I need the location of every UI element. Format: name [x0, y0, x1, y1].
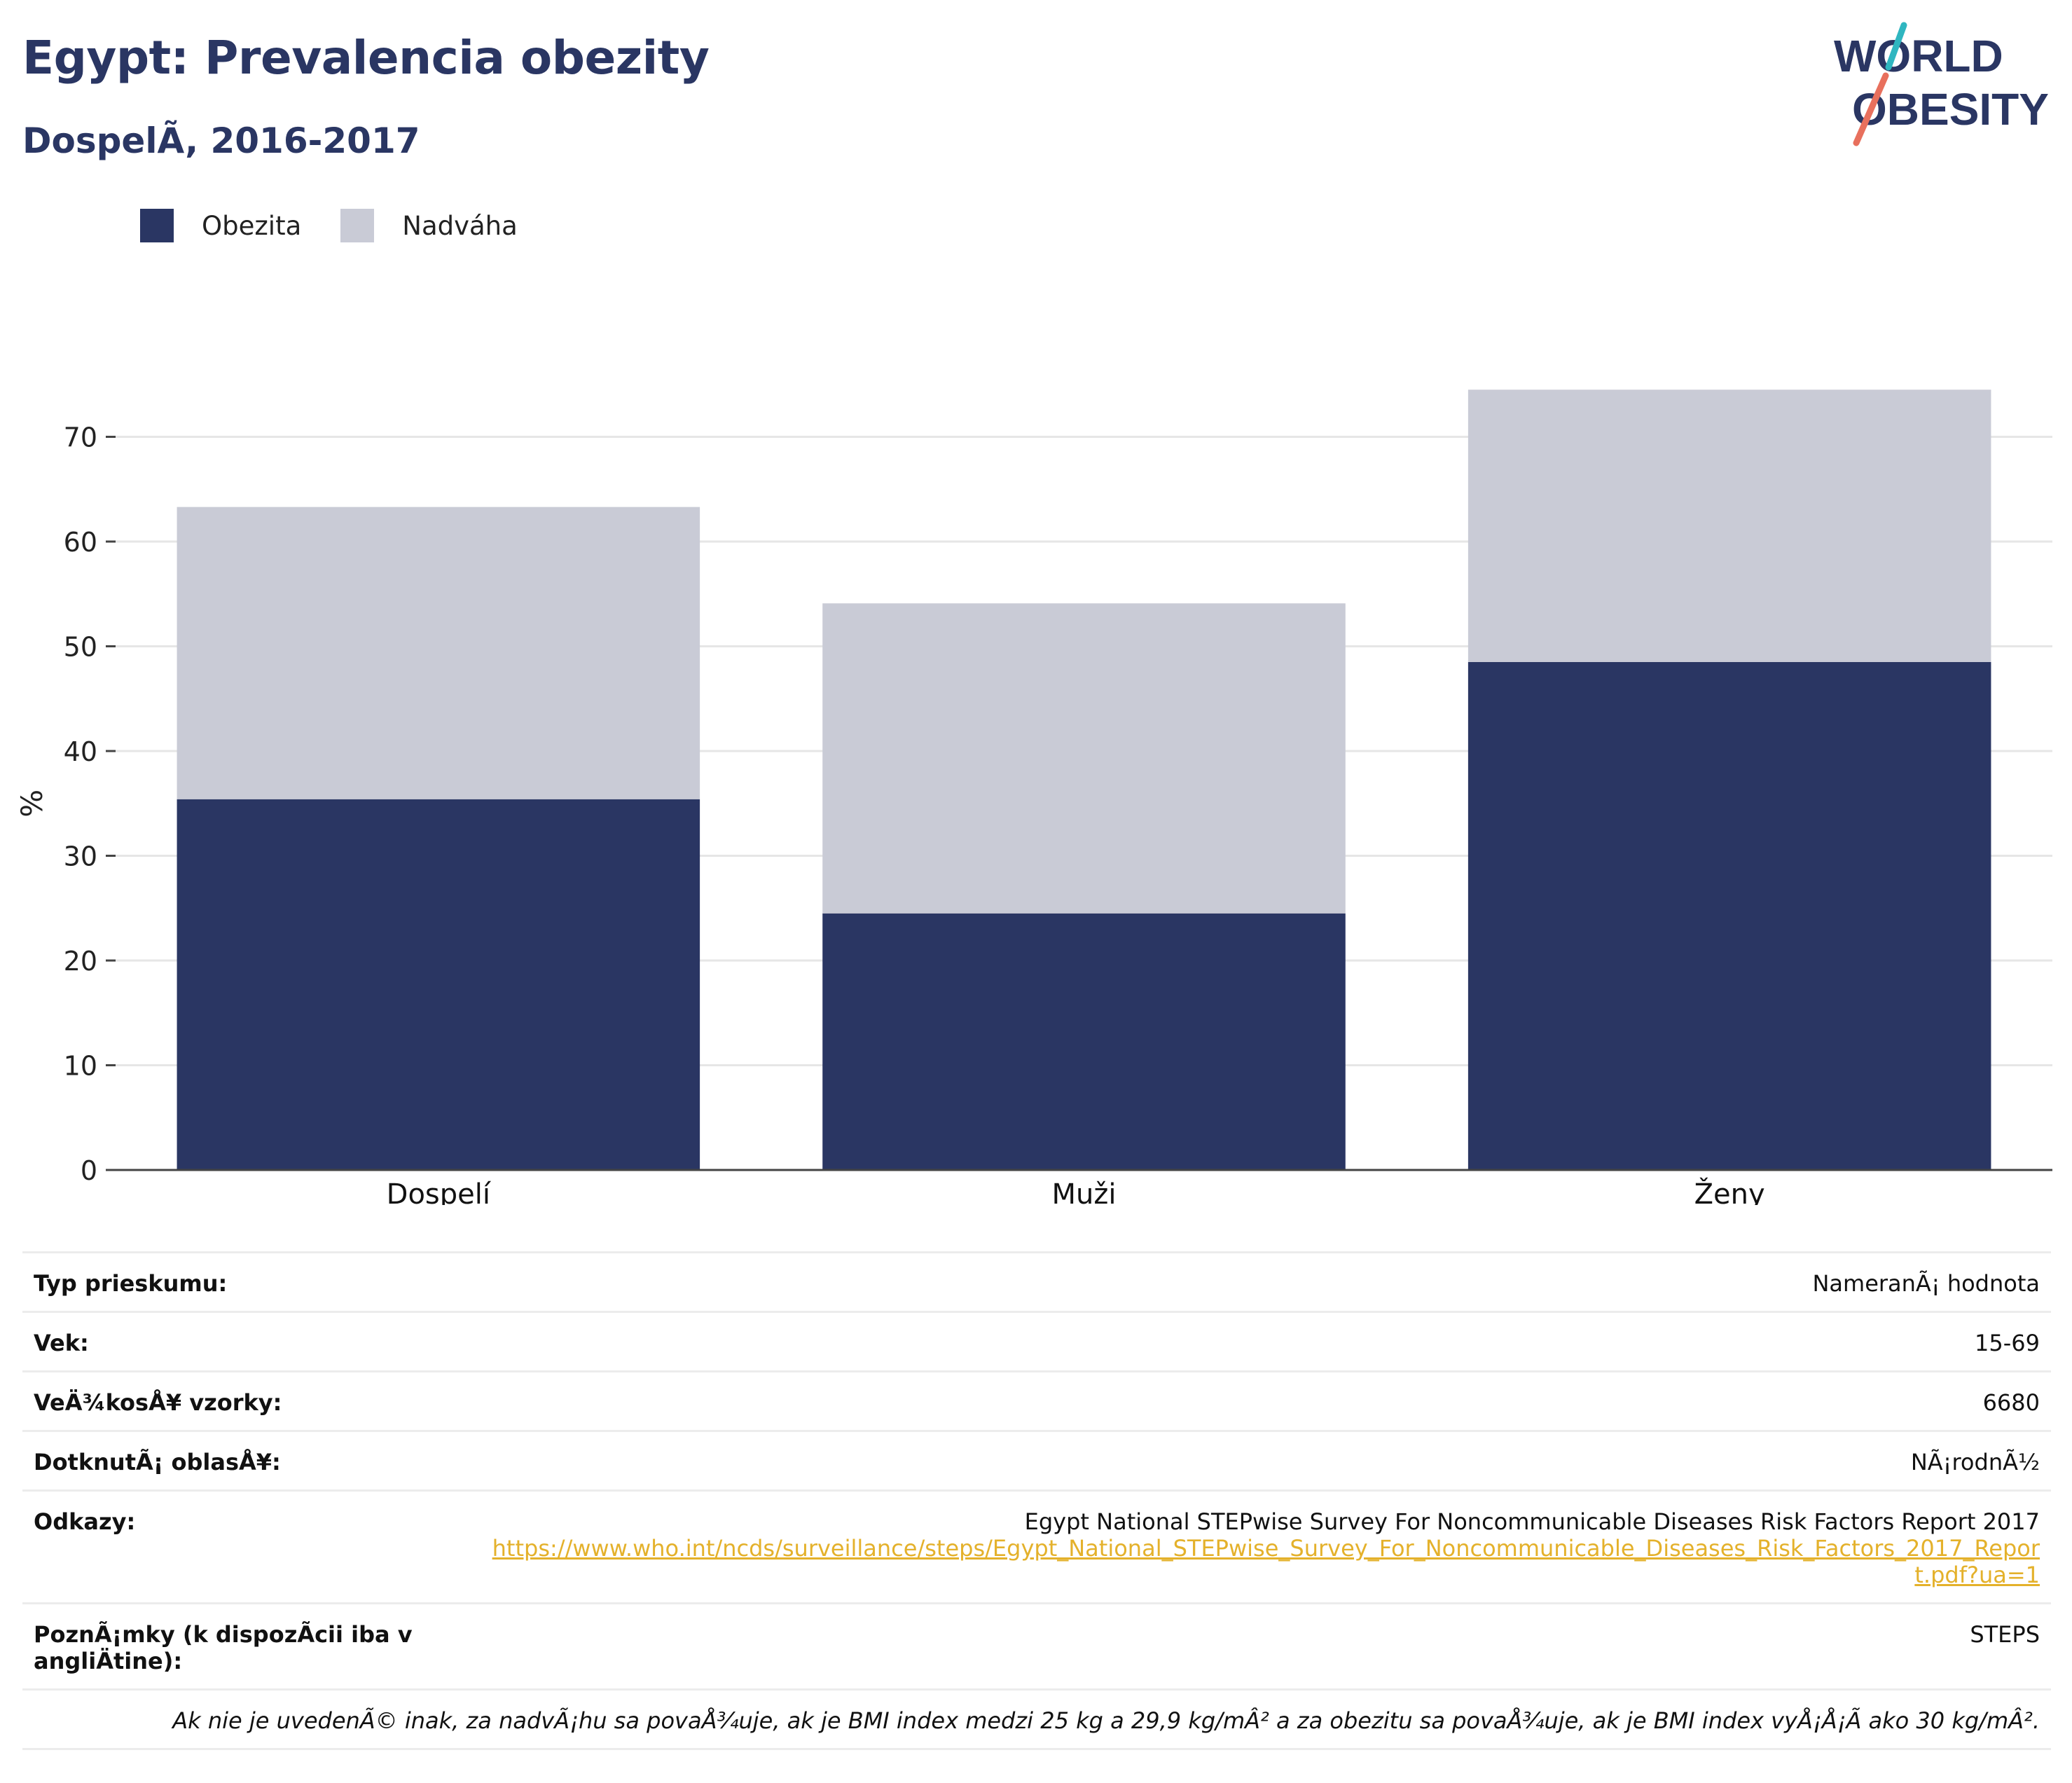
- notes-label: PoznÃ¡mky (k dispozÃcii iba v angliÄtine…: [22, 1602, 479, 1690]
- bar-obesity: [177, 799, 700, 1170]
- sample-size-value: 6680: [479, 1370, 2051, 1431]
- chart-legend: Obezita Nadváha: [140, 207, 557, 244]
- definition-note: Ak nie je uvedenÃ© inak, za nadvÃ¡hu sa …: [22, 1688, 2051, 1750]
- bar-overweight: [822, 603, 1346, 914]
- logo-line-2: OBESITY: [1852, 84, 2049, 135]
- table-row: Odkazy: Egypt National STEPwise Survey F…: [22, 1489, 2051, 1604]
- y-tick-label: 50: [64, 632, 97, 663]
- chart-title: Egypt: Prevalencia obezity: [22, 31, 710, 85]
- bar-obesity: [822, 913, 1346, 1170]
- legend-label-obesity: Obezita: [202, 210, 302, 241]
- table-row: Ak nie je uvedenÃ© inak, za nadvÃ¡hu sa …: [22, 1688, 2051, 1750]
- y-axis-label: %: [15, 790, 49, 818]
- x-tick-label: Dospelí: [387, 1178, 492, 1205]
- x-tick-label: Ženy: [1694, 1177, 1765, 1205]
- y-tick-label: 30: [64, 841, 97, 872]
- bar-overweight: [1467, 390, 1991, 662]
- area-value: NÃ¡rodnÃ½: [479, 1430, 2051, 1491]
- bar-obesity: [1467, 661, 1991, 1170]
- legend-item-obesity[interactable]: Obezita: [140, 209, 301, 242]
- reference-link[interactable]: https://www.who.int/ncds/surveillance/st…: [492, 1535, 2040, 1588]
- chart-subtitle: DospelÃ, 2016-2017: [22, 121, 420, 161]
- age-label: Vek:: [22, 1311, 479, 1372]
- y-tick-label: 70: [64, 422, 97, 453]
- references-value: Egypt National STEPwise Survey For Nonco…: [479, 1489, 2051, 1604]
- survey-type-value: NameranÃ¡ hodnota: [479, 1251, 2051, 1312]
- stacked-bar-chart: 0 10 20 30 40 50 60 70% Dospelí Muži Ženy: [15, 390, 2052, 1205]
- table-row: Vek: 15-69: [22, 1311, 2051, 1372]
- sample-size-label: VeÄ¾kosÅ¥ vzorky:: [22, 1370, 479, 1431]
- notes-value: STEPS: [479, 1602, 2051, 1690]
- table-row: DotknutÃ¡ oblasÅ¥: NÃ¡rodnÃ½: [22, 1430, 2051, 1491]
- y-tick-label: 40: [64, 736, 97, 767]
- area-label: DotknutÃ¡ oblasÅ¥:: [22, 1430, 479, 1491]
- logo-line-1: WORLD: [1834, 31, 2003, 81]
- legend-item-overweight[interactable]: Nadváha: [340, 209, 518, 242]
- reference-title: Egypt National STEPwise Survey For Nonco…: [1024, 1508, 2040, 1535]
- legend-swatch-overweight: [340, 209, 375, 242]
- y-tick-label: 0: [81, 1155, 97, 1186]
- legend-swatch-obesity: [140, 209, 174, 242]
- y-tick-label: 10: [64, 1051, 97, 1082]
- table-row: Typ prieskumu: NameranÃ¡ hodnota: [22, 1251, 2051, 1312]
- y-tick-label: 20: [64, 946, 97, 977]
- age-value: 15-69: [479, 1311, 2051, 1372]
- table-row: VeÄ¾kosÅ¥ vzorky: 6680: [22, 1370, 2051, 1431]
- legend-label-overweight: Nadváha: [402, 210, 518, 241]
- table-row: PoznÃ¡mky (k dispozÃcii iba v angliÄtine…: [22, 1602, 2051, 1690]
- logo-slash-red: [1853, 72, 1889, 146]
- logo-slash-teal: [1885, 22, 1907, 71]
- references-label: Odkazy:: [22, 1489, 479, 1604]
- survey-info-table: Typ prieskumu: NameranÃ¡ hodnota Vek: 15…: [22, 1251, 2051, 1750]
- y-tick-label: 60: [64, 527, 97, 558]
- survey-type-label: Typ prieskumu:: [22, 1251, 479, 1312]
- x-tick-label: Muži: [1052, 1178, 1117, 1205]
- world-obesity-logo: WORLD OBESITY: [1834, 22, 2049, 146]
- bar-overweight: [177, 507, 700, 799]
